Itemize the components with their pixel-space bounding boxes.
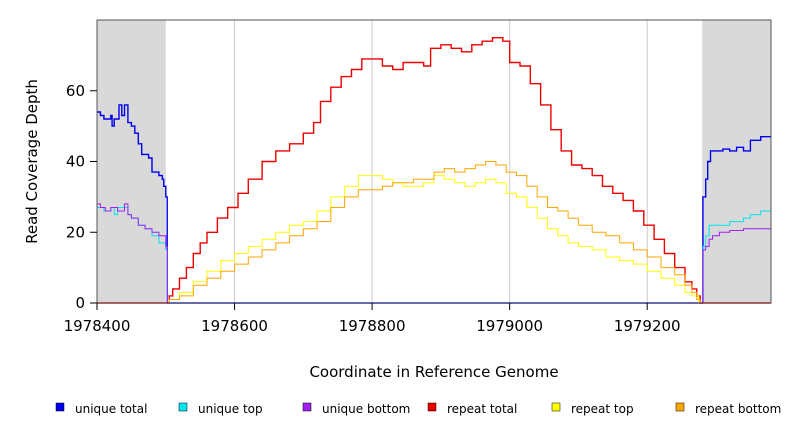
shaded-regions (97, 20, 771, 303)
legend-swatch (427, 402, 437, 412)
legend-label: unique bottom (322, 402, 410, 416)
legend-label: unique top (198, 402, 263, 416)
shaded-region-2 (702, 20, 771, 303)
series-line-repeat-bottom (97, 161, 771, 304)
vertical-gridlines (96, 20, 648, 303)
series-lines (97, 37, 771, 304)
legend-item: unique total (55, 402, 147, 416)
y-tick-label: 20 (66, 223, 85, 241)
x-tick-label: 1979200 (614, 317, 681, 335)
x-axis-label: Coordinate in Reference Genome (309, 363, 558, 381)
y-tick-label: 60 (66, 82, 85, 100)
legend-label: repeat total (447, 402, 517, 416)
legend-swatch (551, 402, 561, 412)
series-line-unique-top (97, 207, 771, 304)
legend-item: repeat total (427, 402, 517, 416)
x-tick-label: 1978800 (339, 317, 406, 335)
legend-swatch (178, 402, 188, 412)
y-tick-label: 40 (66, 153, 85, 171)
legend: unique total unique top unique bottom repea… (55, 402, 781, 416)
y-tick-label: 0 (75, 294, 85, 312)
legend-swatch (675, 402, 685, 412)
legend-item: unique bottom (302, 402, 410, 416)
legend-swatch (55, 402, 65, 412)
series-line-unique-total (97, 104, 771, 304)
y-axis-label: Read Coverage Depth (23, 79, 41, 244)
legend-label: unique total (75, 402, 147, 416)
legend-label: repeat bottom (695, 402, 781, 416)
x-tick-label: 1978600 (201, 317, 268, 335)
series-line-repeat-top (97, 175, 771, 304)
legend-item: repeat top (551, 402, 634, 416)
legend-item: unique top (178, 402, 263, 416)
series-line-repeat-total (97, 37, 771, 304)
x-tick-label: 1979000 (476, 317, 543, 335)
series-line-unique-bottom (97, 203, 771, 304)
x-tick-label: 1978400 (64, 317, 131, 335)
legend-label: repeat top (571, 402, 634, 416)
axes: 1978400 1978600 1978800 1979000 1979200 0 20 40… (64, 82, 681, 335)
shaded-region-1 (97, 20, 166, 303)
plot-frame (96, 19, 772, 304)
legend-swatch (302, 402, 312, 412)
legend-item: repeat bottom (675, 402, 781, 416)
